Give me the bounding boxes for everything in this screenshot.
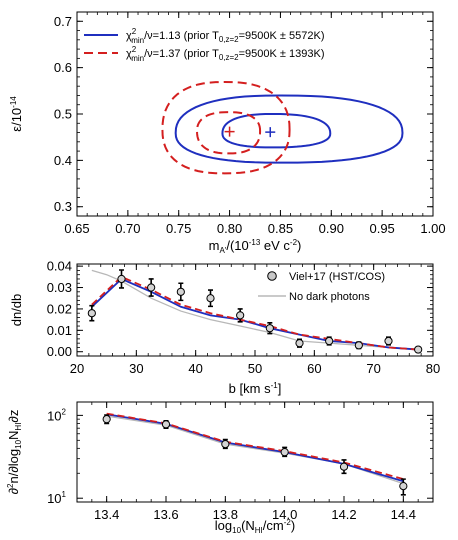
b-x-tick-label: 80: [426, 361, 440, 376]
contour-blue-inner: [221, 112, 332, 149]
nhi-x-tick-label: 14.2: [331, 507, 356, 522]
b-distribution-plot-area: [87, 269, 423, 354]
contour-y-tick-label: 0.3: [54, 199, 72, 214]
contour-x-tick-label: 0.75: [166, 221, 191, 236]
contour-x-tick-label: 0.90: [319, 221, 344, 236]
column-density-plot-area: [102, 412, 408, 496]
contour-red-inner: [196, 111, 262, 155]
contour-panel: 0.65 0.70 0.75 0.80 0.85 0.90 0.95 1.00 0.3 0.4 0.…: [9, 11, 446, 255]
b-series-blue: [91, 277, 419, 351]
nhi-obs-point: [339, 462, 349, 471]
contour-x-tick-label: 1.00: [420, 221, 445, 236]
b-x-tick-label: 50: [248, 361, 262, 376]
b-x-tick-label: 30: [129, 361, 143, 376]
b-obs-point: [295, 339, 304, 348]
contour-y-tick-label: 0.7: [54, 14, 72, 29]
b-distribution-ticks: 20 30 40 50 60 70 80 0.00 0.01 0.02 0.03 0.04: [47, 259, 441, 376]
contour-plot-area: [161, 81, 404, 175]
best-fit-marker-blue: [265, 127, 276, 138]
contour-x-axis-label: mA'/(10-13 eV c-2): [209, 238, 302, 255]
contour-y-axis-label: ε/10-14: [9, 96, 24, 132]
b-obs-point: [414, 345, 423, 354]
b-series-red: [91, 275, 419, 351]
legend-label-blue: χ2 min/ν=1.13 (prior T0,z=2=9500K ± 5572K…: [126, 27, 324, 45]
contour-y-tick-label: 0.4: [54, 153, 72, 168]
b-obs-point: [176, 287, 185, 296]
nhi-obs-point: [102, 415, 111, 424]
b-obs-point: [117, 274, 126, 284]
nhi-x-tick-label: 13.4: [94, 507, 119, 522]
column-density-panel: 13.4 13.6 13.8 14.0 14.2 14.4 101 102 log10(NHI…: [6, 401, 434, 535]
contour-x-tick-label: 0.95: [369, 221, 394, 236]
b-distribution-legend: Viel+17 (HST/COS) No dark photons: [258, 271, 385, 303]
contour-x-tick-label: 0.70: [115, 221, 140, 236]
b-x-tick-label: 40: [188, 361, 202, 376]
b-x-tick-label: 70: [366, 361, 380, 376]
contour-x-tick-label: 0.65: [64, 221, 89, 236]
nhi-x-tick-label: 14.0: [272, 507, 297, 522]
b-obs-point: [87, 309, 96, 318]
contour-x-tick-label: 0.80: [217, 221, 242, 236]
b-obs-point: [206, 294, 215, 303]
b-y-tick-label: 0.03: [47, 280, 72, 295]
contour-x-tick-label: 0.85: [268, 221, 293, 236]
legend-marker-obs: [267, 271, 277, 281]
nhi-x-tick-label: 14.4: [391, 507, 416, 522]
nhi-obs-point: [280, 448, 289, 457]
b-y-axis-label: dn/db: [9, 294, 24, 327]
b-y-tick-label: 0.02: [47, 301, 72, 316]
legend-label-obs: Viel+17 (HST/COS): [289, 271, 385, 283]
nhi-y-axis-label: ∂2n/∂log10NHI∂z: [6, 410, 23, 495]
b-obs-point: [147, 283, 156, 292]
nhi-obs-point: [161, 420, 171, 429]
best-fit-marker-red: [224, 126, 235, 137]
legend-label-nodp: No dark photons: [289, 291, 370, 303]
nhi-x-axis-label: log10(NHI/cm-2): [215, 518, 295, 535]
nhi-series-no-dark-photons: [106, 415, 404, 485]
b-obs-point: [265, 324, 274, 333]
contour-blue-outer: [174, 94, 404, 164]
b-x-tick-label: 60: [307, 361, 321, 376]
b-obs-point: [325, 336, 334, 346]
contour-legend: χ2 min/ν=1.13 (prior T0,z=2=9500K ± 5572K…: [84, 27, 324, 63]
nhi-obs-point: [221, 439, 230, 449]
nhi-y-tick-label: 102: [47, 407, 66, 423]
nhi-x-tick-label: 13.6: [153, 507, 178, 522]
contour-ticks: 0.65 0.70 0.75 0.80 0.85 0.90 0.95 1.00 0.3 0.4 0.…: [54, 12, 446, 236]
b-y-tick-label: 0.04: [47, 259, 72, 274]
nhi-x-tick-label: 13.8: [213, 507, 238, 522]
nhi-obs-point: [399, 482, 408, 491]
contour-y-tick-label: 0.6: [54, 60, 72, 75]
b-obs-point: [354, 341, 363, 350]
b-y-tick-label: 0.00: [47, 344, 72, 359]
b-x-axis-label: b [km s-1]: [229, 381, 282, 396]
nhi-y-tick-label: 101: [47, 490, 66, 506]
b-obs-point: [384, 336, 393, 346]
b-y-tick-label: 0.01: [47, 323, 72, 338]
contour-y-tick-label: 0.5: [54, 107, 72, 122]
nhi-series-blue: [106, 413, 404, 483]
legend-label-red: χ2 min/ν=1.37 (prior T0,z=2=9500K ± 1393K…: [126, 45, 324, 63]
b-obs-point: [236, 311, 245, 320]
b-distribution-panel: 20 30 40 50 60 70 80 0.00 0.01 0.02 0.03 0.04 Viel+…: [9, 259, 440, 396]
b-x-tick-label: 20: [70, 361, 84, 376]
nhi-series-red: [106, 412, 404, 480]
column-density-ticks: 13.4 13.6 13.8 14.0 14.2 14.4 101 102: [47, 402, 433, 522]
